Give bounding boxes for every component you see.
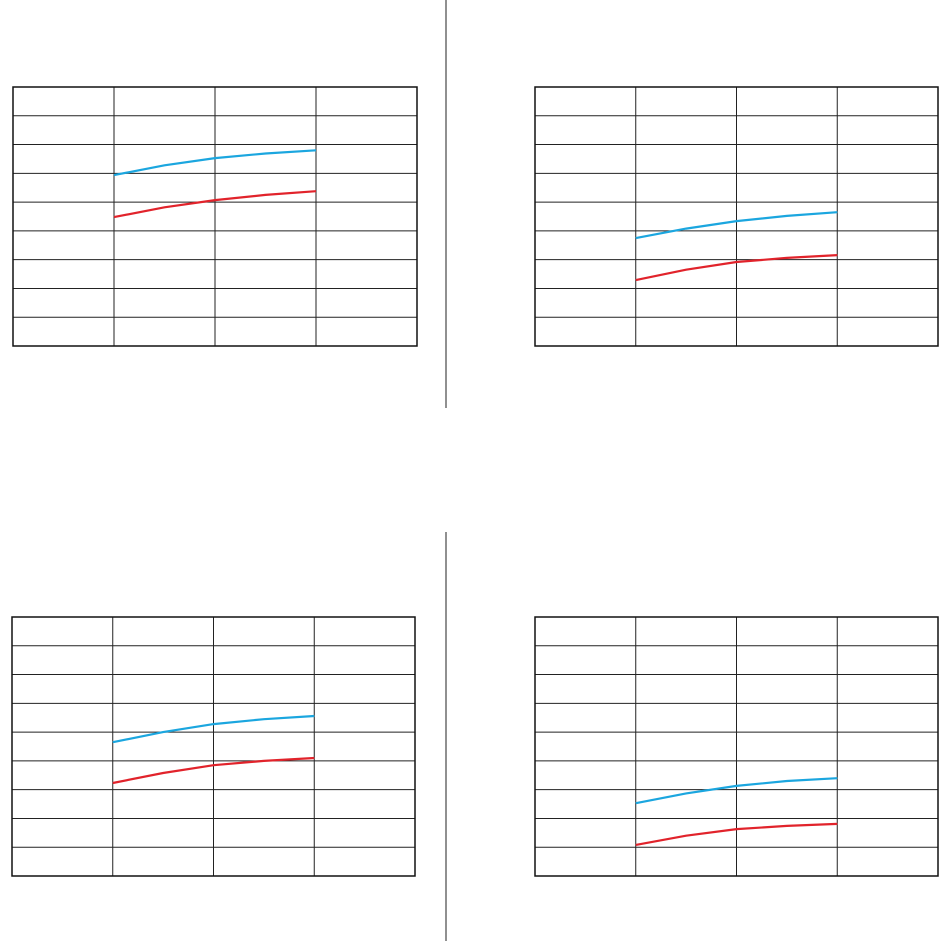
data-line [113,149,317,177]
data-line [635,777,838,805]
plot-frame [12,86,418,347]
data-line [112,714,315,744]
data-line [635,211,838,240]
plot-frame [11,616,416,877]
data-line [113,190,317,219]
data-line [635,254,838,282]
plot-frame [534,86,939,347]
plot-frame [534,616,939,877]
data-line [635,822,838,846]
data-line [112,756,315,785]
